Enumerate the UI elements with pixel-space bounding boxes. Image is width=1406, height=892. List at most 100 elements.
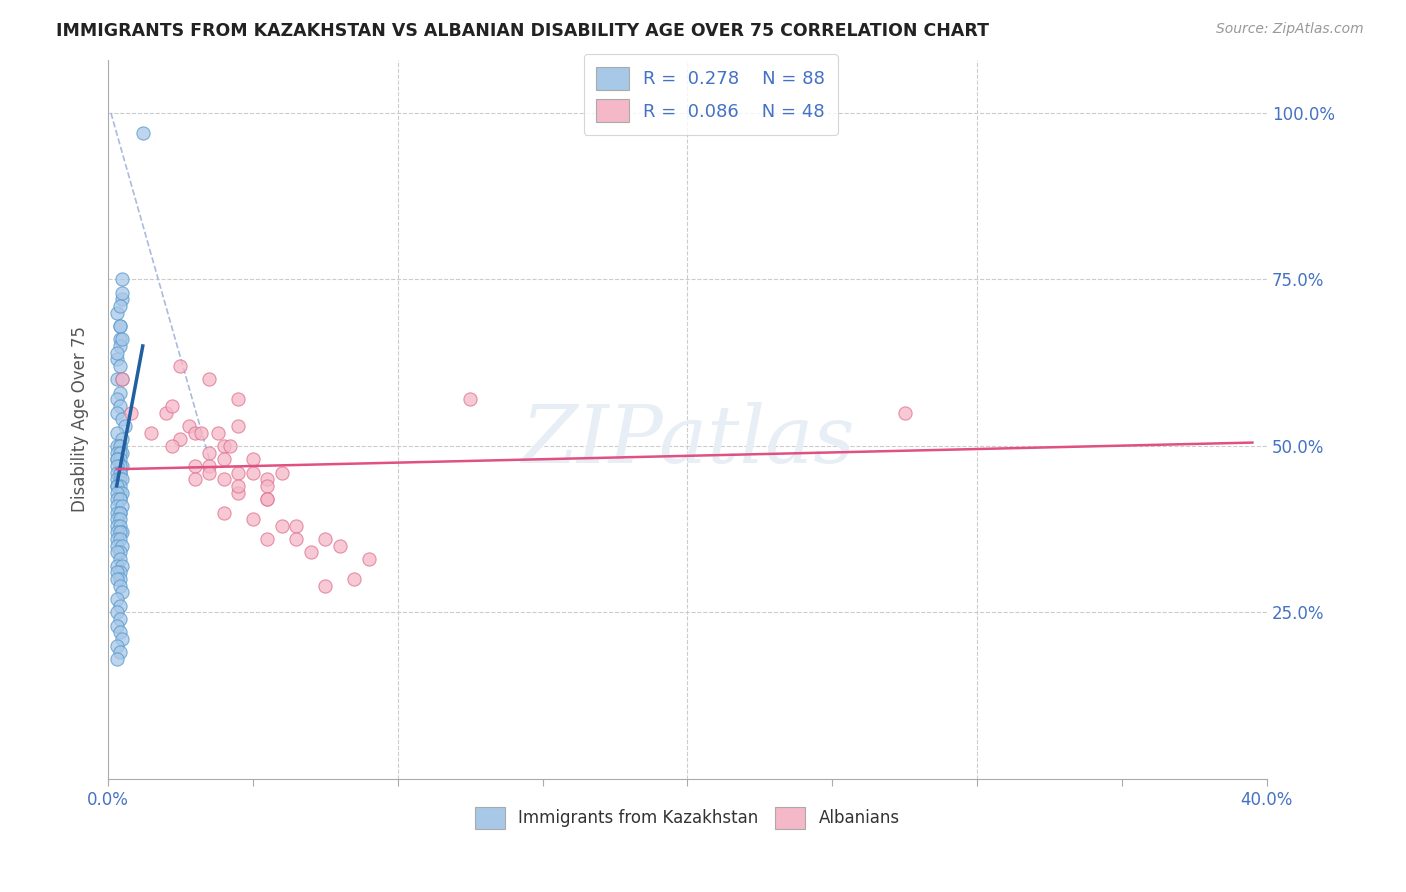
Point [285, 518, 308, 533]
Point [314, 579, 336, 593]
Point [111, 558, 134, 573]
Point [256, 479, 278, 493]
Point [105, 566, 128, 580]
Point [105, 479, 128, 493]
Point [198, 466, 221, 480]
Point [105, 558, 128, 573]
Point [105, 439, 128, 453]
Point [169, 432, 191, 446]
Point [108, 525, 131, 540]
Point [228, 479, 250, 493]
Point [111, 372, 134, 386]
Point [105, 652, 128, 666]
Point [228, 466, 250, 480]
Point [270, 518, 292, 533]
Point [111, 445, 134, 459]
Point [169, 359, 191, 373]
Point [105, 532, 128, 546]
Point [114, 418, 136, 433]
Point [108, 445, 131, 459]
Point [108, 299, 131, 313]
Point [179, 418, 201, 433]
Point [228, 392, 250, 407]
Point [108, 599, 131, 613]
Point [242, 452, 264, 467]
Point [108, 492, 131, 507]
Point [105, 345, 128, 359]
Point [105, 472, 128, 486]
Point [105, 452, 128, 467]
Point [329, 539, 352, 553]
Point [108, 506, 131, 520]
Point [105, 392, 128, 407]
Point [105, 525, 128, 540]
Point [108, 625, 131, 640]
Point [198, 445, 221, 459]
Point [120, 406, 142, 420]
Legend: Immigrants from Kazakhstan, Albanians: Immigrants from Kazakhstan, Albanians [468, 801, 907, 835]
Point [108, 318, 131, 333]
Point [111, 499, 134, 513]
Point [242, 512, 264, 526]
Point [105, 572, 128, 586]
Point [256, 472, 278, 486]
Point [108, 452, 131, 467]
Point [198, 458, 221, 473]
Point [111, 485, 134, 500]
Point [212, 506, 235, 520]
Point [108, 385, 131, 400]
Point [343, 572, 366, 586]
Point [108, 645, 131, 659]
Point [105, 606, 128, 620]
Point [105, 466, 128, 480]
Point [105, 452, 128, 467]
Point [111, 458, 134, 473]
Point [105, 499, 128, 513]
Point [108, 439, 131, 453]
Point [285, 532, 308, 546]
Point [108, 318, 131, 333]
Point [105, 445, 128, 459]
Point [108, 566, 131, 580]
Point [198, 372, 221, 386]
Point [105, 406, 128, 420]
Point [256, 532, 278, 546]
Point [111, 293, 134, 307]
Point [160, 439, 183, 453]
Point [108, 359, 131, 373]
Point [111, 472, 134, 486]
Point [108, 485, 131, 500]
Point [190, 425, 212, 440]
Point [357, 552, 380, 566]
Point [108, 479, 131, 493]
Point [105, 592, 128, 607]
Text: Source: ZipAtlas.com: Source: ZipAtlas.com [1216, 22, 1364, 37]
Point [458, 392, 481, 407]
Point [111, 525, 134, 540]
Point [212, 472, 235, 486]
Point [242, 466, 264, 480]
Point [108, 466, 131, 480]
Point [108, 512, 131, 526]
Point [108, 439, 131, 453]
Point [108, 332, 131, 346]
Point [314, 532, 336, 546]
Point [105, 352, 128, 367]
Point [207, 425, 229, 440]
Point [299, 545, 322, 559]
Point [111, 332, 134, 346]
Point [105, 639, 128, 653]
Point [105, 539, 128, 553]
Point [111, 632, 134, 646]
Point [228, 485, 250, 500]
Point [108, 339, 131, 353]
Point [184, 472, 207, 486]
Point [105, 425, 128, 440]
Point [105, 485, 128, 500]
Point [184, 458, 207, 473]
Point [111, 432, 134, 446]
Point [108, 572, 131, 586]
Point [105, 372, 128, 386]
Point [108, 506, 131, 520]
Point [132, 126, 155, 140]
